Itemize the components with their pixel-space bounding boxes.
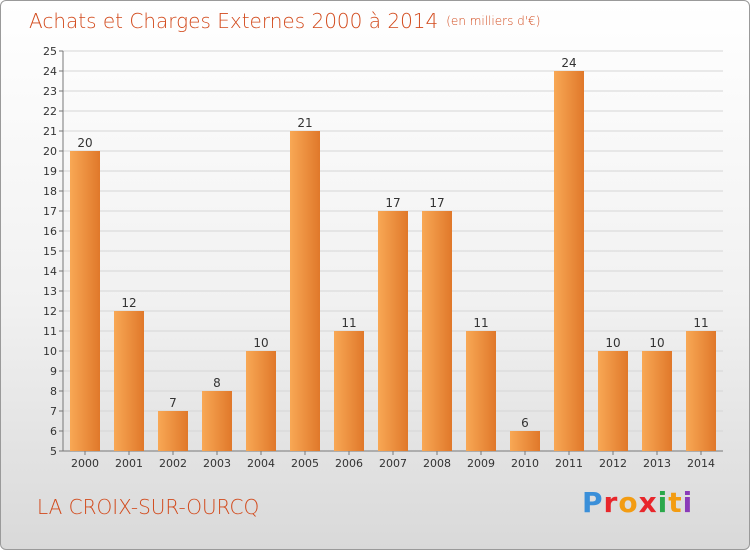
y-tick-label: 24 — [43, 65, 57, 78]
data-label: 24 — [561, 56, 576, 70]
x-tick-label: 2004 — [247, 457, 275, 470]
logo-letter: x — [638, 486, 658, 519]
bar — [290, 131, 320, 451]
x-tick-label: 2009 — [467, 457, 495, 470]
x-tick-label: 2010 — [511, 457, 539, 470]
town-name: LA CROIX-SUR-OURCQ — [37, 495, 260, 519]
bar — [246, 351, 276, 451]
y-tick-label: 20 — [43, 145, 57, 158]
data-label: 10 — [649, 336, 664, 350]
x-tick-label: 2007 — [379, 457, 407, 470]
bar — [642, 351, 672, 451]
y-tick-label: 19 — [43, 165, 57, 178]
bar — [70, 151, 100, 451]
x-tick-label: 2011 — [555, 457, 583, 470]
data-label: 10 — [253, 336, 268, 350]
y-tick-label: 25 — [43, 45, 57, 58]
data-label: 11 — [693, 316, 708, 330]
bar — [554, 71, 584, 451]
y-tick-label: 13 — [43, 285, 57, 298]
y-tick-label: 22 — [43, 105, 57, 118]
y-tick-label: 8 — [50, 385, 57, 398]
bar — [378, 211, 408, 451]
logo-letter: i — [682, 486, 694, 519]
data-label: 7 — [169, 396, 177, 410]
data-label: 17 — [385, 196, 400, 210]
data-label: 6 — [521, 416, 529, 430]
logo-letter: P — [582, 486, 604, 519]
data-label: 12 — [121, 296, 136, 310]
bar — [686, 331, 716, 451]
x-tick-label: 2005 — [291, 457, 319, 470]
x-tick-label: 2001 — [115, 457, 143, 470]
bar — [114, 311, 144, 451]
y-tick-label: 12 — [43, 305, 57, 318]
bars — [70, 71, 716, 451]
labels: 5 6 7 8 9 10 11 12 13 14 15 16 17 18 19 20 21 22 23 24 25 20 2… — [43, 45, 715, 470]
x-tick-label: 2000 — [71, 457, 99, 470]
bar — [202, 391, 232, 451]
y-tick-label: 23 — [43, 85, 57, 98]
x-tick-label: 2003 — [203, 457, 231, 470]
chart-title: Achats et Charges Externes 2000 à 2014 (e… — [29, 9, 541, 33]
y-tick-label: 10 — [43, 345, 57, 358]
bar — [158, 411, 188, 451]
y-tick-label: 14 — [43, 265, 57, 278]
y-tick-label: 11 — [43, 325, 57, 338]
y-tick-label: 18 — [43, 185, 57, 198]
data-label: 11 — [341, 316, 356, 330]
data-label: 10 — [605, 336, 620, 350]
bar — [422, 211, 452, 451]
bar — [510, 431, 540, 451]
x-tick-label: 2006 — [335, 457, 363, 470]
y-tick-label: 6 — [50, 425, 57, 438]
x-tick-label: 2012 — [599, 457, 627, 470]
x-tick-label: 2013 — [643, 457, 671, 470]
x-tick-label: 2008 — [423, 457, 451, 470]
data-label: 11 — [473, 316, 488, 330]
logo-letter: o — [618, 486, 639, 519]
logo-letter: r — [603, 486, 619, 519]
data-label: 8 — [213, 376, 221, 390]
y-tick-label: 15 — [43, 245, 57, 258]
y-tick-label: 16 — [43, 225, 57, 238]
logo-letter: t — [668, 486, 683, 519]
logo-letter: i — [657, 486, 669, 519]
bar — [334, 331, 364, 451]
chart-unit: (en milliers d'€) — [446, 14, 541, 28]
bar — [466, 331, 496, 451]
y-tick-label: 7 — [50, 405, 57, 418]
proxiti-logo[interactable]: Proxiti — [582, 486, 693, 519]
x-tick-label: 2002 — [159, 457, 187, 470]
data-label: 20 — [77, 136, 92, 150]
bar — [598, 351, 628, 451]
x-tick-label: 2014 — [687, 457, 715, 470]
y-tick-label: 9 — [50, 365, 57, 378]
y-tick-label: 21 — [43, 125, 57, 138]
y-tick-label: 17 — [43, 205, 57, 218]
data-label: 17 — [429, 196, 444, 210]
y-tick-label: 5 — [50, 445, 57, 458]
data-label: 21 — [297, 116, 312, 130]
